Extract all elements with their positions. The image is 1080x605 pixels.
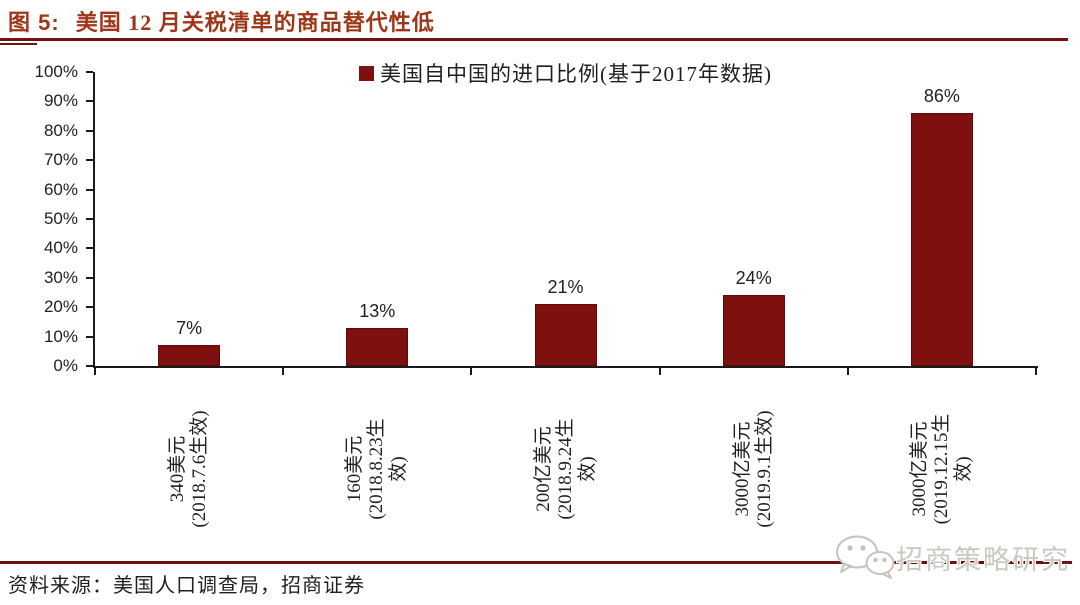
- x-axis-category-label: 340美元 (2018.7.6生效): [154, 379, 224, 559]
- x-axis-category-label-line: 效): [952, 456, 974, 482]
- x-axis-category-label-line: 200亿美元: [532, 426, 554, 512]
- y-axis-tick-label: 60%: [43, 179, 78, 199]
- watermark-text: 招商策略研究: [896, 544, 1070, 575]
- y-axis-tick-label: 30%: [43, 267, 78, 287]
- y-axis-tick: [86, 188, 93, 191]
- x-axis-category-label-line: 3000亿美元: [731, 421, 753, 517]
- x-axis-line: [93, 366, 1038, 368]
- y-axis-tick-label: 20%: [43, 297, 78, 317]
- bar: [534, 304, 597, 366]
- bar-value-label: 86%: [923, 86, 960, 107]
- bar-value-label: 7%: [176, 318, 203, 339]
- x-axis-tick: [282, 368, 285, 375]
- bar-value-label: 24%: [735, 268, 772, 289]
- y-axis-tick-label: 50%: [43, 209, 78, 228]
- x-axis-category-label-line: 340美元: [167, 435, 189, 503]
- x-axis-category-label-line: (2018.8.23生: [366, 418, 388, 520]
- x-axis-category-label-line: (2019.9.1生效): [753, 410, 775, 528]
- y-axis-tick-label: 90%: [43, 91, 78, 111]
- bar: [346, 327, 409, 366]
- y-axis-tick-label: 10%: [43, 326, 78, 346]
- x-axis-tick: [94, 368, 96, 375]
- figure-title: 图 5: 美国 12 月关税清单的商品替代性低: [8, 5, 435, 37]
- y-axis-tick: [86, 159, 93, 162]
- figure-title-text: 美国 12 月关税清单的商品替代性低: [75, 10, 435, 35]
- legend-swatch: [359, 65, 374, 81]
- x-axis-category-label: 160美元 (2018.8.23生 效): [342, 379, 412, 559]
- x-axis-category-label-line: (2018.9.24生: [554, 418, 576, 520]
- x-axis-category-label: 3000亿美元 (2019.9.1生效): [719, 379, 789, 559]
- bar-value-label: 21%: [547, 277, 584, 298]
- x-axis-tick: [846, 368, 849, 375]
- x-axis-tick: [470, 368, 473, 375]
- y-axis-tick: [86, 218, 93, 220]
- footer-rule: [0, 561, 1072, 564]
- bar: [722, 295, 785, 366]
- x-axis-category-label-line: (2019.12.15生: [930, 413, 952, 525]
- x-axis-category-label-line: 效): [388, 456, 410, 482]
- x-axis-category-label-line: 160美元: [344, 435, 366, 503]
- y-axis-tick: [86, 306, 93, 309]
- figure-number: 图 5:: [8, 10, 60, 35]
- y-axis-line: [93, 72, 95, 368]
- x-axis-category-label: 200亿美元 (2018.9.24生 效): [531, 379, 601, 559]
- y-axis-tick: [86, 71, 93, 73]
- wechat-logo-icon: [836, 535, 895, 579]
- x-axis-tick: [658, 368, 661, 375]
- title-underline-accent: [0, 43, 37, 45]
- y-axis-tick: [86, 335, 93, 338]
- bar: [158, 345, 221, 366]
- y-axis-tick: [86, 247, 93, 250]
- bar-value-label: 13%: [359, 300, 396, 321]
- bar: [910, 113, 973, 366]
- y-axis-tick: [86, 100, 93, 103]
- legend-label: 美国自中国的进口比例(基于2017年数据): [380, 62, 772, 86]
- x-axis-category-label: 3000亿美元 (2019.12.15生 效): [907, 379, 977, 559]
- y-axis-tick-label: 40%: [43, 238, 78, 258]
- title-underline: [0, 38, 1068, 41]
- source-note: 资料来源：美国人口调查局，招商证券: [8, 575, 365, 597]
- x-axis-category-label-line: 效): [576, 456, 598, 482]
- chart-legend: 美国自中国的进口比例(基于2017年数据): [95, 60, 1036, 86]
- y-axis-tick-label: 100%: [34, 62, 78, 81]
- x-axis-category-label-line: 3000亿美元: [908, 421, 930, 517]
- y-axis-tick: [86, 365, 93, 367]
- x-axis-tick: [1035, 368, 1037, 375]
- y-axis-tick-label: 80%: [43, 120, 78, 140]
- watermark: 招商策略研究: [834, 534, 1070, 580]
- y-axis-tick: [86, 129, 93, 132]
- y-axis-tick-label: 0%: [53, 356, 78, 375]
- y-axis-tick: [86, 276, 93, 279]
- y-axis-tick-label: 70%: [43, 150, 78, 170]
- x-axis-category-label-line: (2018.7.6生效): [189, 410, 211, 528]
